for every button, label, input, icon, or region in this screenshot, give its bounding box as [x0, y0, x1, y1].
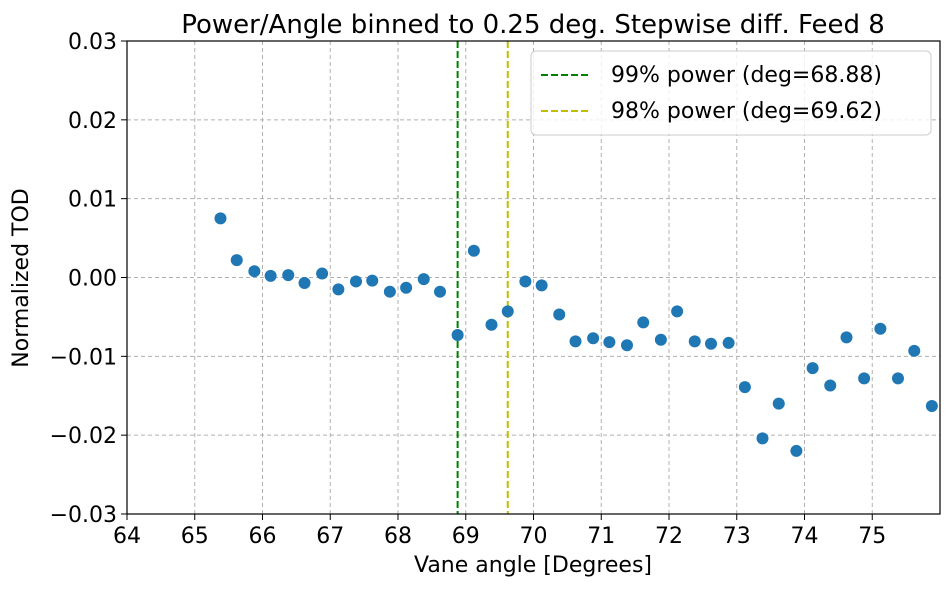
- data-point: [824, 379, 837, 392]
- data-point: [722, 336, 735, 349]
- data-point: [519, 275, 532, 288]
- data-point: [535, 279, 548, 292]
- data-point: [790, 444, 803, 457]
- data-point: [248, 265, 261, 278]
- x-tick-label: 64: [113, 524, 141, 549]
- data-point: [654, 333, 667, 346]
- data-point: [316, 267, 329, 280]
- x-tick-label: 72: [655, 524, 683, 549]
- data-point: [874, 322, 887, 335]
- y-tick-label: −0.03: [50, 503, 117, 528]
- y-tick-label: 0.01: [68, 188, 117, 213]
- legend-label-99-power: 99% power (deg=68.88): [611, 63, 882, 88]
- x-tick-label: 71: [587, 524, 615, 549]
- data-point: [400, 281, 413, 294]
- data-point: [806, 362, 819, 375]
- data-point: [349, 275, 362, 288]
- data-point: [485, 318, 498, 331]
- data-point: [230, 254, 243, 267]
- x-tick-label: 69: [452, 524, 480, 549]
- y-tick-label: 0.00: [68, 267, 117, 292]
- data-point: [451, 329, 464, 342]
- data-point: [282, 269, 295, 282]
- x-tick-label: 67: [316, 524, 344, 549]
- data-point: [553, 308, 566, 321]
- y-axis-ticks: −0.03 −0.02 −0.01 0.00 0.01 0.02 0.03: [50, 30, 127, 528]
- data-point: [688, 335, 701, 348]
- data-point: [603, 336, 616, 349]
- legend-label-98-power: 98% power (deg=69.62): [611, 99, 882, 124]
- data-point: [925, 399, 938, 412]
- data-point: [298, 277, 311, 290]
- data-point: [772, 397, 785, 410]
- data-point: [417, 273, 430, 286]
- data-point: [756, 432, 769, 445]
- chart-title: Power/Angle binned to 0.25 deg. Stepwise…: [181, 10, 885, 40]
- data-point: [738, 381, 751, 394]
- data-point: [467, 244, 480, 257]
- x-tick-label: 66: [249, 524, 277, 549]
- y-tick-label: −0.01: [50, 345, 117, 370]
- data-point: [264, 269, 277, 282]
- data-point: [671, 305, 684, 318]
- data-point: [858, 372, 871, 385]
- data-point: [214, 212, 227, 225]
- data-point: [620, 339, 633, 352]
- data-point: [908, 344, 921, 357]
- data-point: [332, 283, 345, 296]
- y-tick-label: 0.02: [68, 109, 117, 134]
- data-point: [637, 316, 650, 329]
- data-point: [891, 372, 904, 385]
- data-point: [840, 331, 853, 344]
- y-axis-label: Normalized TOD: [9, 188, 34, 367]
- reference-lines: [456, 41, 509, 514]
- data-point: [434, 285, 447, 298]
- data-points: [214, 212, 938, 457]
- y-tick-label: 0.03: [68, 30, 117, 55]
- x-tick-label: 74: [791, 524, 819, 549]
- y-tick-label: −0.02: [50, 424, 117, 449]
- legend: 99% power (deg=68.88) 98% power (deg=69.…: [530, 50, 932, 136]
- x-tick-label: 65: [181, 524, 209, 549]
- data-point: [501, 305, 514, 318]
- data-point: [569, 335, 582, 348]
- data-point: [705, 337, 718, 350]
- data-point: [383, 285, 396, 298]
- x-tick-label: 70: [520, 524, 548, 549]
- legend-box: [530, 50, 932, 136]
- x-tick-label: 68: [384, 524, 412, 549]
- x-axis-label: Vane angle [Degrees]: [414, 553, 652, 578]
- data-point: [587, 332, 600, 345]
- data-point: [366, 274, 379, 287]
- x-tick-label: 75: [858, 524, 886, 549]
- x-tick-label: 73: [723, 524, 751, 549]
- x-axis-ticks: 64 65 66 67 68 69 70 71 72 73 74 75: [113, 514, 886, 549]
